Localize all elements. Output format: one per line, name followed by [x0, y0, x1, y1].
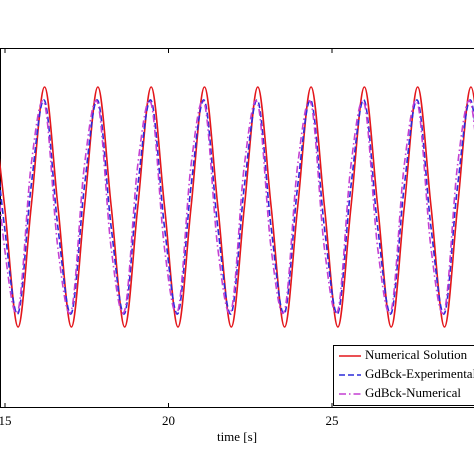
x-tick-label: 25 [326, 413, 339, 428]
x-axis-label: time [s] [217, 429, 257, 444]
legend: Numerical Solution GdBck-Experimental GdBc… [333, 345, 474, 406]
series-line [0, 86, 474, 328]
series-line [0, 100, 474, 314]
plot-area [0, 86, 474, 328]
x-tick-label: 15 [0, 413, 12, 428]
plot-frame [0, 48, 474, 408]
series-line [0, 99, 474, 315]
legend-label: GdBck-Experimental [365, 366, 474, 381]
x-tick-label: 20 [162, 413, 175, 428]
legend-label: GdBck-Numerical [365, 385, 461, 400]
legend-label: Numerical Solution [365, 347, 468, 362]
